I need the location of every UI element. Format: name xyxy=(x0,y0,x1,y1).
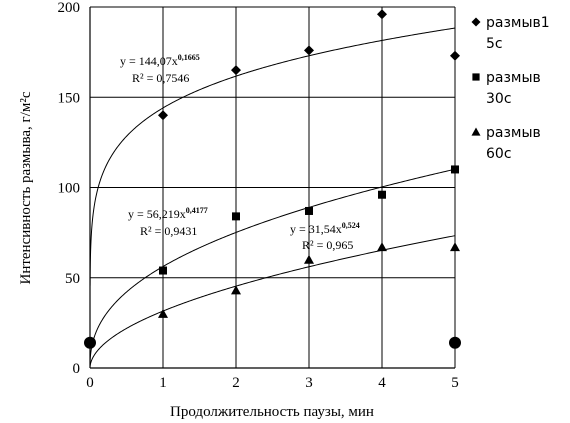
triangle-marker xyxy=(304,254,314,264)
diamond-marker xyxy=(158,110,168,121)
x-tick-label: 2 xyxy=(232,375,240,391)
circle-marker xyxy=(449,336,461,349)
trend-equation: y = 31,54x0,524 xyxy=(290,221,360,236)
square-marker xyxy=(451,165,459,174)
square-marker xyxy=(378,190,386,199)
diamond-marker xyxy=(471,17,481,27)
x-tick-label: 0 xyxy=(86,375,94,391)
square-marker xyxy=(159,266,167,275)
y-tick-label: 200 xyxy=(58,0,81,16)
square-marker xyxy=(232,212,240,221)
legend-label: размыв xyxy=(486,70,541,86)
data-points xyxy=(84,9,461,349)
trend-equations: y = 144,07x0,1665 R² = 0,7546 y = 56,219x0… xyxy=(120,53,360,252)
diamond-marker xyxy=(304,45,314,56)
legend-label-suffix: 30с xyxy=(486,91,512,107)
circle-marker xyxy=(84,336,96,349)
trend-line xyxy=(89,27,456,286)
legend: размыв1 5с размыв 30с размыв 60с xyxy=(471,15,550,162)
diamond-marker xyxy=(231,65,241,76)
legend-label: размыв1 xyxy=(486,15,550,31)
trend-line xyxy=(89,235,456,367)
triangle-marker xyxy=(377,242,387,252)
trend-line xyxy=(89,168,456,363)
trend-r-squared: R² = 0,7546 xyxy=(132,71,189,85)
x-tick-label: 4 xyxy=(378,375,386,391)
square-marker xyxy=(472,73,480,81)
axes xyxy=(89,7,455,369)
y-tick-label: 50 xyxy=(65,271,80,287)
trend-lines xyxy=(89,27,456,367)
diamond-marker xyxy=(450,50,460,61)
trend-equation: y = 144,07x0,1665 xyxy=(120,53,200,68)
triangle-marker xyxy=(231,285,241,295)
legend-label-suffix: 5с xyxy=(486,36,503,52)
legend-label: размыв xyxy=(486,125,541,141)
x-tick-label: 3 xyxy=(305,375,313,391)
y-axis-title: Интенсивность размыва, г/м²с xyxy=(18,91,34,284)
legend-label-suffix: 60с xyxy=(486,146,512,162)
triangle-marker xyxy=(471,127,481,136)
triangle-marker xyxy=(450,242,460,252)
trend-r-squared: R² = 0,9431 xyxy=(140,224,197,238)
x-tick-label: 5 xyxy=(451,375,459,391)
square-marker xyxy=(305,206,313,215)
x-tick-label: 1 xyxy=(159,375,167,391)
diamond-marker xyxy=(377,9,387,20)
trend-equation: y = 56,219x0,4177 xyxy=(128,206,208,221)
y-tick-label: 0 xyxy=(73,361,81,377)
triangle-marker xyxy=(158,308,168,318)
x-axis-title: Продолжительность паузы, мин xyxy=(170,404,374,420)
trend-r-squared: R² = 0,965 xyxy=(302,238,353,252)
y-tick-label: 100 xyxy=(58,181,81,197)
y-tick-label: 150 xyxy=(58,90,81,106)
